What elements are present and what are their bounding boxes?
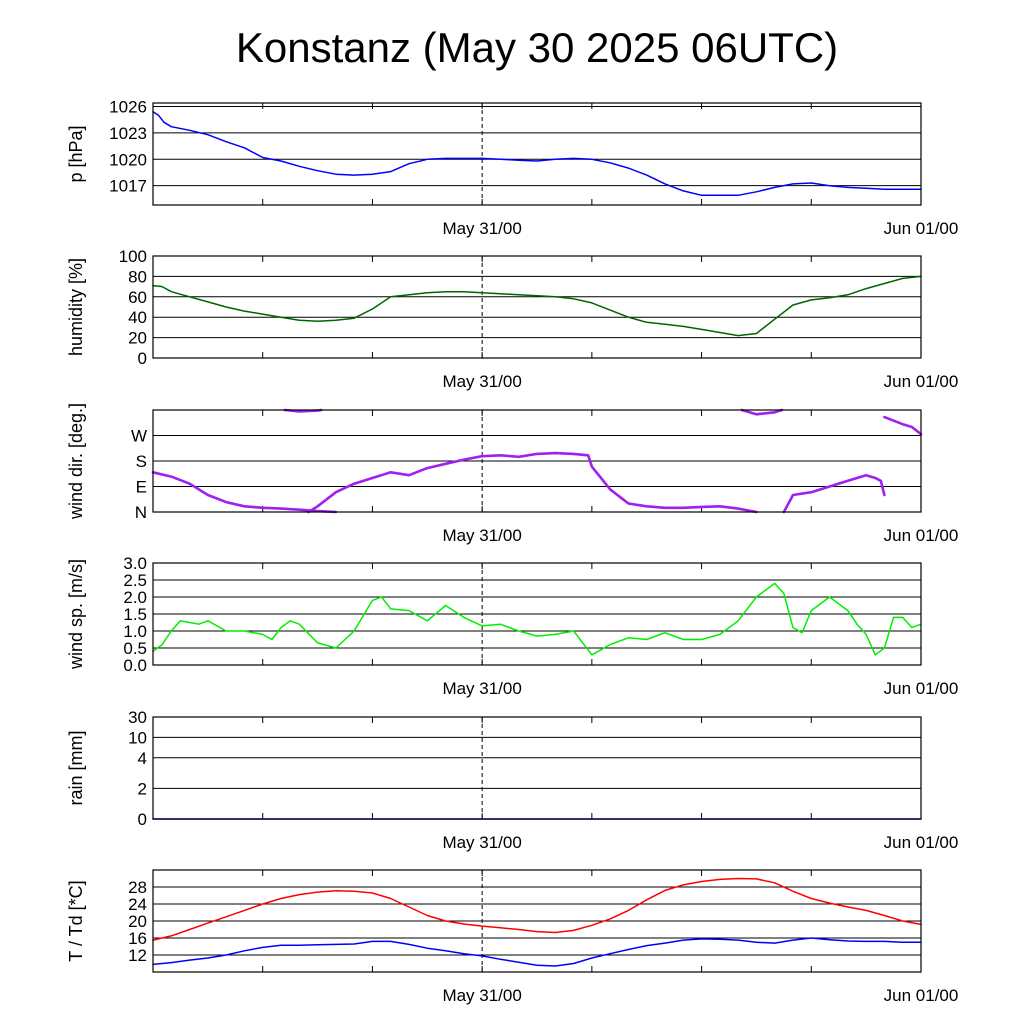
y-axis-label: T / Td [*C] [66, 880, 86, 961]
y-tick-label: 60 [128, 288, 147, 307]
series-line-2 [152, 937, 922, 967]
y-tick-label: 1020 [109, 150, 147, 169]
y-axis-label: humidity [%] [66, 258, 86, 356]
plot-frame [152, 102, 922, 206]
y-axis-label: wind sp. [m/s] [66, 559, 86, 670]
plot-frame [152, 562, 922, 666]
y-tick-label: 80 [128, 267, 147, 286]
series-line-1 [151, 470, 338, 514]
y-axis-label: rain [mm] [66, 730, 86, 805]
y-tick-label: 40 [128, 308, 147, 327]
y-axis-label: p [hPa] [66, 125, 86, 182]
x-tick-label: Jun 01/00 [884, 679, 959, 698]
y-tick-label: 100 [119, 247, 147, 266]
series-line-5 [782, 473, 886, 514]
x-tick-label: May 31/00 [442, 219, 521, 238]
x-tick-label: Jun 01/00 [884, 219, 959, 238]
y-tick-label: 0 [138, 349, 147, 368]
y-tick-label: 2.0 [123, 588, 147, 607]
y-tick-label: 1.5 [123, 605, 147, 624]
y-tick-label: 0 [138, 810, 147, 829]
series-line-1 [152, 582, 922, 656]
series-line-3 [307, 451, 758, 514]
y-tick-label: W [131, 427, 147, 446]
y-tick-label: 0.0 [123, 656, 147, 675]
y-tick-label: 2.5 [123, 571, 147, 590]
x-tick-label: May 31/00 [442, 679, 521, 698]
y-axis-label: wind dir. [deg.] [66, 403, 86, 520]
y-tick-label: 20 [128, 329, 147, 348]
y-tick-label: 4 [138, 749, 147, 768]
y-tick-label: E [136, 478, 147, 497]
x-tick-label: Jun 01/00 [884, 526, 959, 545]
y-tick-label: 24 [128, 895, 147, 914]
plot-frame [152, 869, 922, 973]
y-tick-label: 0.5 [123, 639, 147, 658]
chart-title: Konstanz (May 30 2025 06UTC) [236, 24, 838, 71]
plot-frame [152, 409, 922, 513]
x-tick-label: May 31/00 [442, 833, 521, 852]
y-tick-label: 1023 [109, 124, 147, 143]
y-tick-label: S [136, 452, 147, 471]
plot-frame [152, 255, 922, 359]
y-tick-label: 12 [128, 946, 147, 965]
y-tick-label: 1.0 [123, 622, 147, 641]
y-tick-label: 30 [128, 708, 147, 727]
plot-frame [152, 716, 922, 820]
series-line-1 [152, 275, 922, 337]
series-line-6 [883, 415, 923, 436]
series-line-1 [152, 877, 922, 941]
series-line-1 [152, 111, 922, 197]
y-tick-label: 3.0 [123, 554, 147, 573]
y-tick-label: 2 [138, 779, 147, 798]
y-tick-label: 28 [128, 878, 147, 897]
panel-1: 1026 1023 1020 1017 p [hPa] May 31/00 Jun 01/0… [66, 98, 958, 238]
y-tick-label: 20 [128, 912, 147, 931]
x-tick-label: Jun 01/00 [884, 833, 959, 852]
x-tick-label: May 31/00 [442, 372, 521, 391]
x-tick-label: May 31/00 [442, 526, 521, 545]
x-tick-label: Jun 01/00 [884, 372, 959, 391]
y-tick-label: 10 [128, 728, 147, 747]
series-line-4 [740, 408, 784, 416]
x-tick-label: Jun 01/00 [884, 986, 959, 1005]
y-tick-label: N [135, 503, 147, 522]
y-tick-label: 1017 [109, 177, 147, 196]
y-tick-label: 1026 [109, 98, 147, 117]
x-tick-label: May 31/00 [442, 986, 521, 1005]
panel-4: 0.00.51.01.52.02.53.0 wind sp. [m/s] May 3… [66, 554, 958, 698]
y-tick-label: 16 [128, 929, 147, 948]
